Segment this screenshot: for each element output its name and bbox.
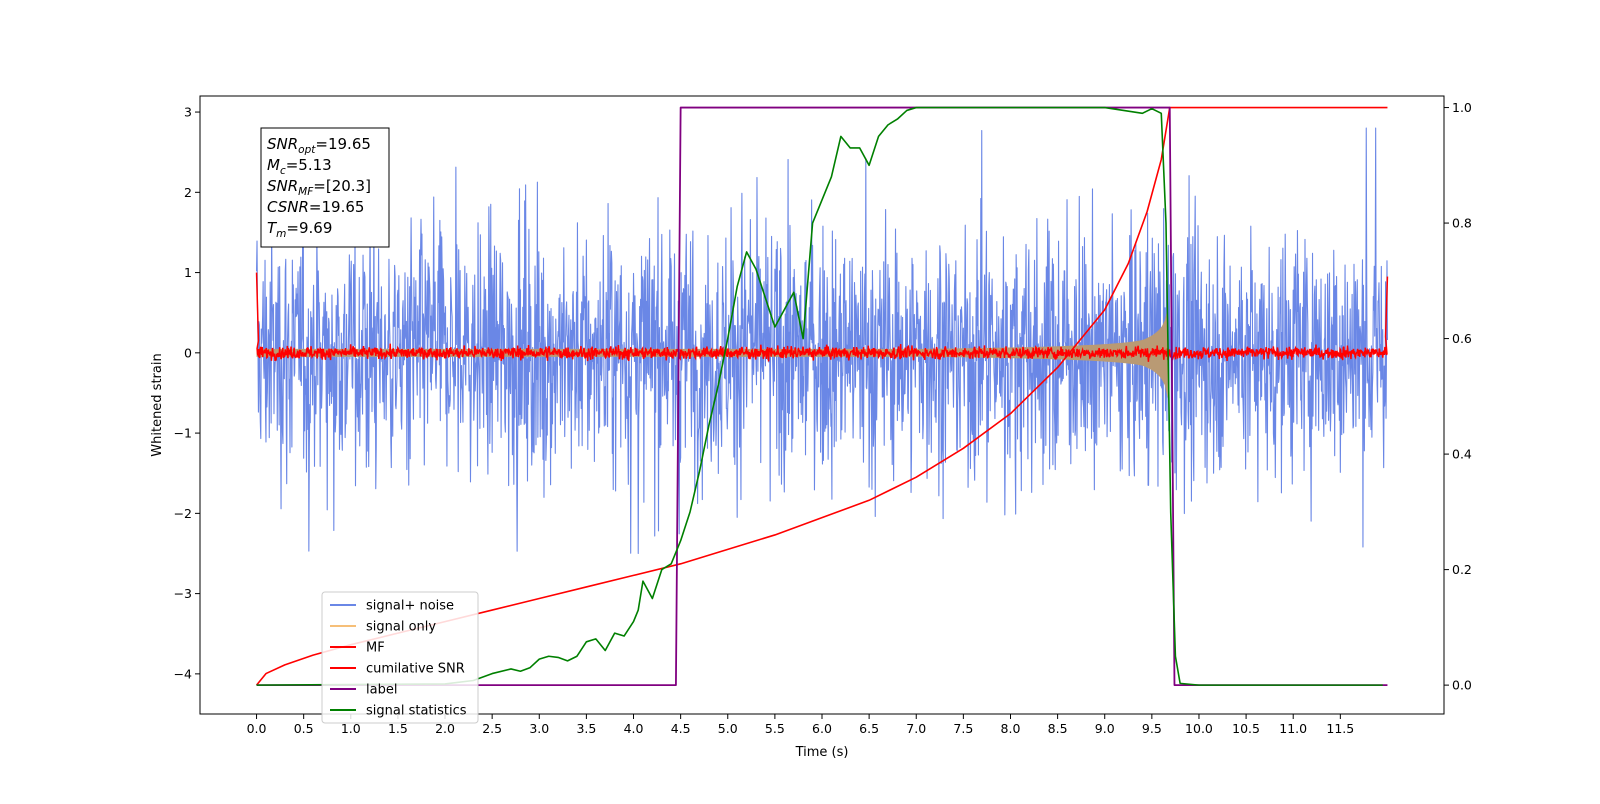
x-tick-label: 9.0: [1095, 721, 1115, 736]
legend: signal+ noise signal only MF cumilative SNR…: [321, 591, 479, 724]
x-tick-label: 4.5: [671, 721, 691, 736]
y-left-tick-label: 0: [184, 345, 192, 360]
annotation-line: CSNR=19.65: [267, 198, 364, 216]
series-mf: [255, 272, 1389, 362]
annotation-line: Tm=9.69: [267, 219, 332, 240]
legend-label: cumilative SNR: [366, 662, 465, 677]
y-left-tick-label: 1: [184, 265, 192, 280]
y-right-tick-label: 0.8: [1452, 216, 1472, 231]
y-axis-label: Whitened strain: [150, 353, 165, 456]
x-tick-label: 2.5: [482, 721, 502, 736]
y-axis-left: 3 2 1 0 −1 −2 −3 −4: [174, 105, 200, 681]
legend-label: label: [366, 683, 397, 698]
x-tick-label: 8.5: [1048, 721, 1068, 736]
x-tick-label: 11.0: [1279, 721, 1307, 736]
x-tick-label: 4.0: [624, 721, 644, 736]
x-tick-label: 5.0: [718, 721, 738, 736]
x-tick-label: 6.0: [812, 721, 832, 736]
annotation-line: Mc=5.13: [267, 156, 332, 177]
y-axis-right: 1.0 0.8 0.6 0.4 0.2 0.0: [1444, 100, 1472, 693]
x-tick-label: 2.0: [435, 721, 455, 736]
y-left-tick-label: 2: [184, 185, 192, 200]
legend-label: signal statistics: [366, 704, 467, 719]
x-tick-label: 7.0: [906, 721, 926, 736]
annotation-frame: [260, 127, 390, 248]
x-tick-label: 9.5: [1142, 721, 1162, 736]
y-left-tick-label: −2: [174, 506, 192, 521]
x-tick-label: 3.5: [576, 721, 596, 736]
y-right-tick-label: 0.2: [1452, 562, 1472, 577]
y-left-tick-label: −3: [174, 586, 192, 601]
legend-frame: [321, 591, 479, 724]
legend-label: signal+ noise: [366, 599, 454, 614]
x-tick-label: 11.5: [1326, 721, 1354, 736]
x-tick-label: 1.0: [341, 721, 361, 736]
legend-label: MF: [366, 641, 385, 656]
x-axis-label: Time (s): [795, 745, 849, 760]
y-right-tick-label: 0.6: [1452, 331, 1472, 346]
y-right-tick-label: 0.0: [1452, 678, 1472, 693]
y-right-tick-label: 1.0: [1452, 100, 1472, 115]
x-tick-label: 10.0: [1185, 721, 1213, 736]
x-tick-label: 5.5: [765, 721, 785, 736]
x-tick-label: 6.5: [859, 721, 879, 736]
y-right-tick-label: 0.4: [1452, 447, 1472, 462]
x-tick-label: 7.5: [953, 721, 973, 736]
series-signal-statistics: [256, 106, 1383, 686]
x-tick-label: 10.5: [1232, 721, 1260, 736]
y-left-tick-label: −1: [174, 426, 192, 441]
x-axis: 0.0 0.5 1.0 1.5 2.0 2.5 3.0 3.5 4.0 4.5 5.0 5.5 6.0 6…: [247, 714, 1354, 736]
y-left-tick-label: 3: [184, 105, 192, 120]
x-tick-label: 0.5: [294, 721, 314, 736]
y-left-tick-label: −4: [174, 666, 192, 681]
series-signal-noise: [256, 127, 1388, 555]
x-tick-label: 8.0: [1001, 721, 1021, 736]
x-tick-label: 3.0: [529, 721, 549, 736]
x-tick-label: 0.0: [247, 721, 267, 736]
annotation-box: SNRopt=19.65Mc=5.13SNRMF=[20.3]CSNR=19.6…: [260, 127, 390, 248]
annotation-line: SNRMF=[20.3]: [267, 177, 371, 198]
annotation-line: SNRopt=19.65: [267, 135, 371, 156]
legend-label: signal only: [366, 620, 436, 635]
x-tick-label: 1.5: [388, 721, 408, 736]
